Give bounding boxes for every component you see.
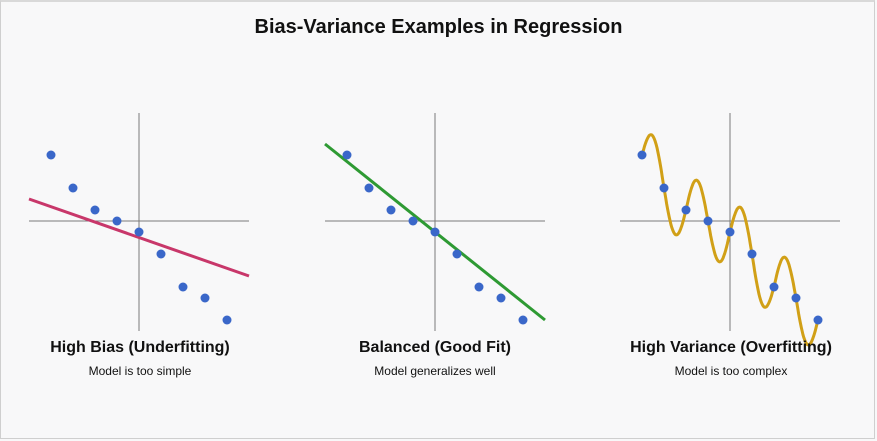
high-bias-model-line <box>28 197 250 278</box>
balanced-data-point <box>342 150 352 160</box>
balanced-data-point <box>386 205 396 215</box>
high-variance-data-point <box>747 249 757 259</box>
balanced-data-point <box>518 315 528 325</box>
high-bias-data-point <box>178 282 188 292</box>
panel-title-high-bias: High Bias (Underfitting) <box>50 339 230 356</box>
balanced-data-point <box>408 216 418 226</box>
panel-label-balanced: Balanced (Good Fit) Model generalizes we… <box>305 339 565 378</box>
high-bias-data-point <box>200 293 210 303</box>
high-bias-data-point <box>222 315 232 325</box>
high-bias-data-point <box>68 183 78 193</box>
high-bias-data-point <box>90 205 100 215</box>
balanced-data-point <box>496 293 506 303</box>
high-variance-data-point <box>725 227 735 237</box>
high-bias-data-point <box>156 249 166 259</box>
high-variance-data-point <box>791 293 801 303</box>
balanced-data-point <box>474 282 484 292</box>
high-variance-data-point <box>813 315 823 325</box>
panel-subtitle-high-bias: Model is too simple <box>88 364 192 378</box>
high-bias-data-point <box>46 150 56 160</box>
high-bias-data-point <box>112 216 122 226</box>
high-variance-data-point <box>703 216 713 226</box>
panel-label-high-variance: High Variance (Overfitting) Model is too… <box>601 339 861 378</box>
panel-subtitle-balanced: Model generalizes well <box>374 364 496 378</box>
balanced-data-point <box>364 183 374 193</box>
high-variance-data-point <box>637 150 647 160</box>
panel-title-high-variance: High Variance (Overfitting) <box>630 339 832 356</box>
diagram-title: Bias-Variance Examples in Regression <box>254 16 623 38</box>
panel-subtitle-high-variance: Model is too complex <box>674 364 788 378</box>
high-variance-data-point <box>769 282 779 292</box>
high-variance-data-point <box>659 183 669 193</box>
panel-label-high-bias: High Bias (Underfitting) Model is too si… <box>10 339 270 378</box>
high-bias-data-point <box>134 227 144 237</box>
balanced-data-point <box>452 249 462 259</box>
high-variance-data-point <box>681 205 691 215</box>
balanced-data-point <box>430 227 440 237</box>
panel-title-balanced: Balanced (Good Fit) <box>359 339 511 356</box>
